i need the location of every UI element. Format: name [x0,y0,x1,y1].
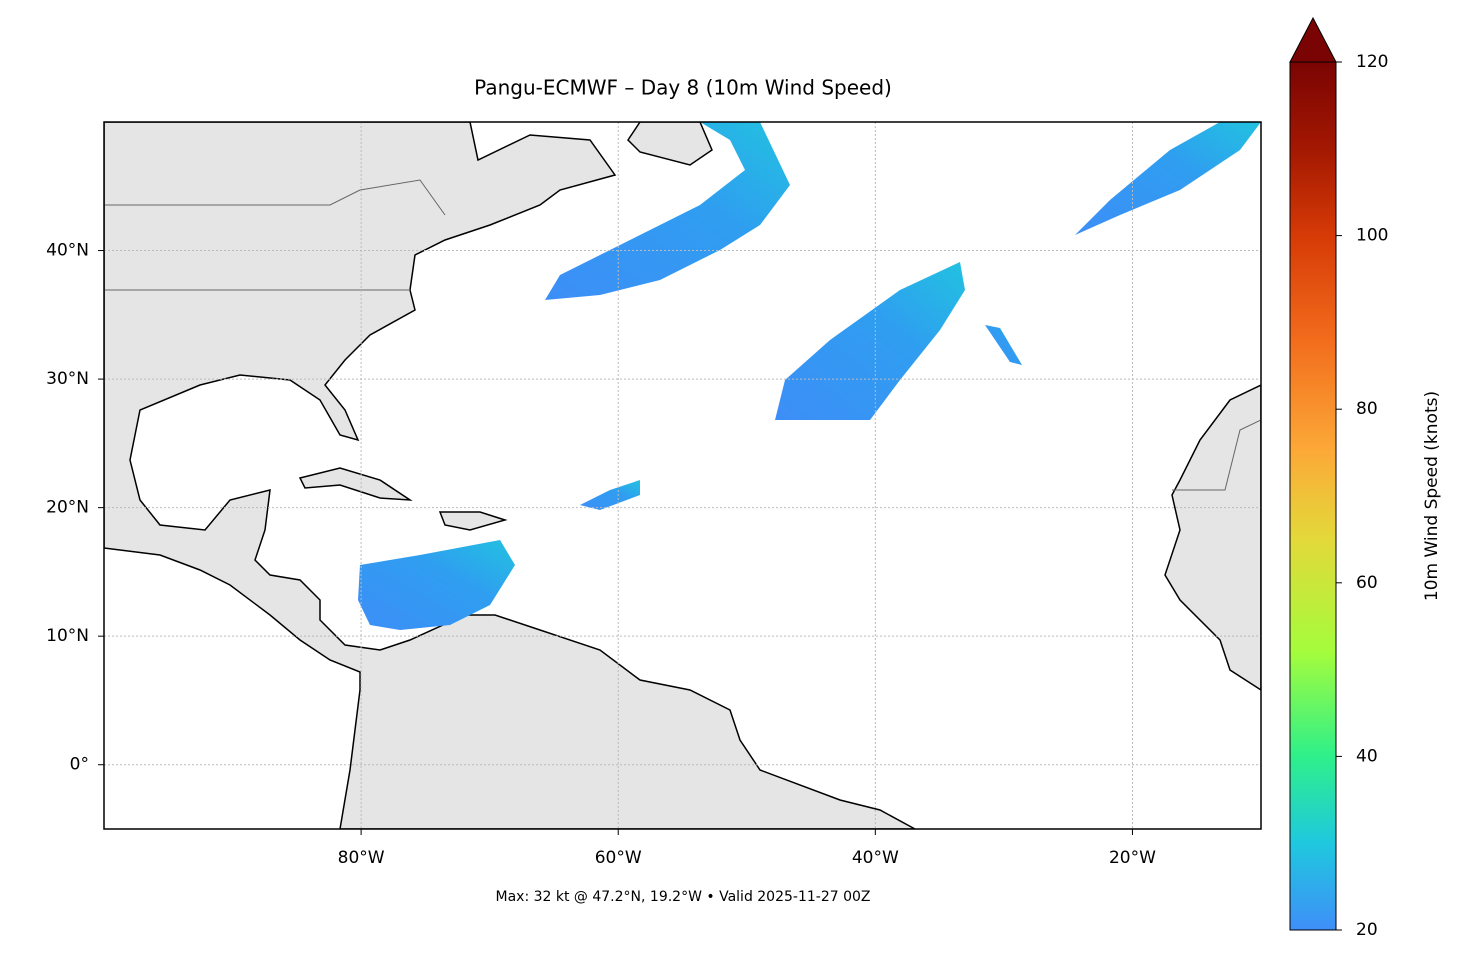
y-tick-label: 0° [70,755,89,775]
wind-area [775,262,965,420]
y-tick-label: 30°N [46,369,89,389]
colorbar-tick-label: 20 [1356,920,1378,940]
colorbar-tick-label: 120 [1356,52,1388,72]
colorbar-tick-label: 80 [1356,399,1378,419]
footnote: Max: 32 kt @ 47.2°N, 19.2°W • Valid 2025… [496,889,871,905]
land [1164,384,1261,691]
wind-area [545,122,790,300]
border [104,179,446,216]
colorbar-scale [1289,61,1337,931]
colorbar-tick-label: 60 [1356,573,1378,593]
x-tick-label: 80°W [338,848,385,868]
colorbar-tick-label: 40 [1356,746,1378,766]
x-tick-label: 40°W [852,848,899,868]
x-tick-label: 60°W [595,848,642,868]
plot-frame [103,121,1262,830]
map-layer [104,122,1261,829]
island [438,511,508,531]
wind-area [985,325,1022,365]
island [298,467,413,501]
colorbar-tick-label: 100 [1356,226,1388,246]
y-tick-label: 40°N [46,241,89,261]
land [627,122,713,166]
colorbar-extend [1289,16,1337,63]
grid [104,122,1261,829]
land [104,122,916,829]
colorbar: 20 40 60 80 100 120 10m Wind Speed (knots) [1289,16,1442,940]
border [1172,419,1261,491]
wind-area [580,480,640,510]
x-tick-label: 20°W [1109,848,1156,868]
chart-title: Pangu-ECMWF – Day 8 (10m Wind Speed) [474,76,892,100]
y-tick-label: 20°N [46,498,89,518]
wind-area [358,540,515,630]
y-tick-label: 10°N [46,626,89,646]
wind-area [1075,122,1261,235]
colorbar-label: 10m Wind Speed (knots) [1422,391,1442,601]
